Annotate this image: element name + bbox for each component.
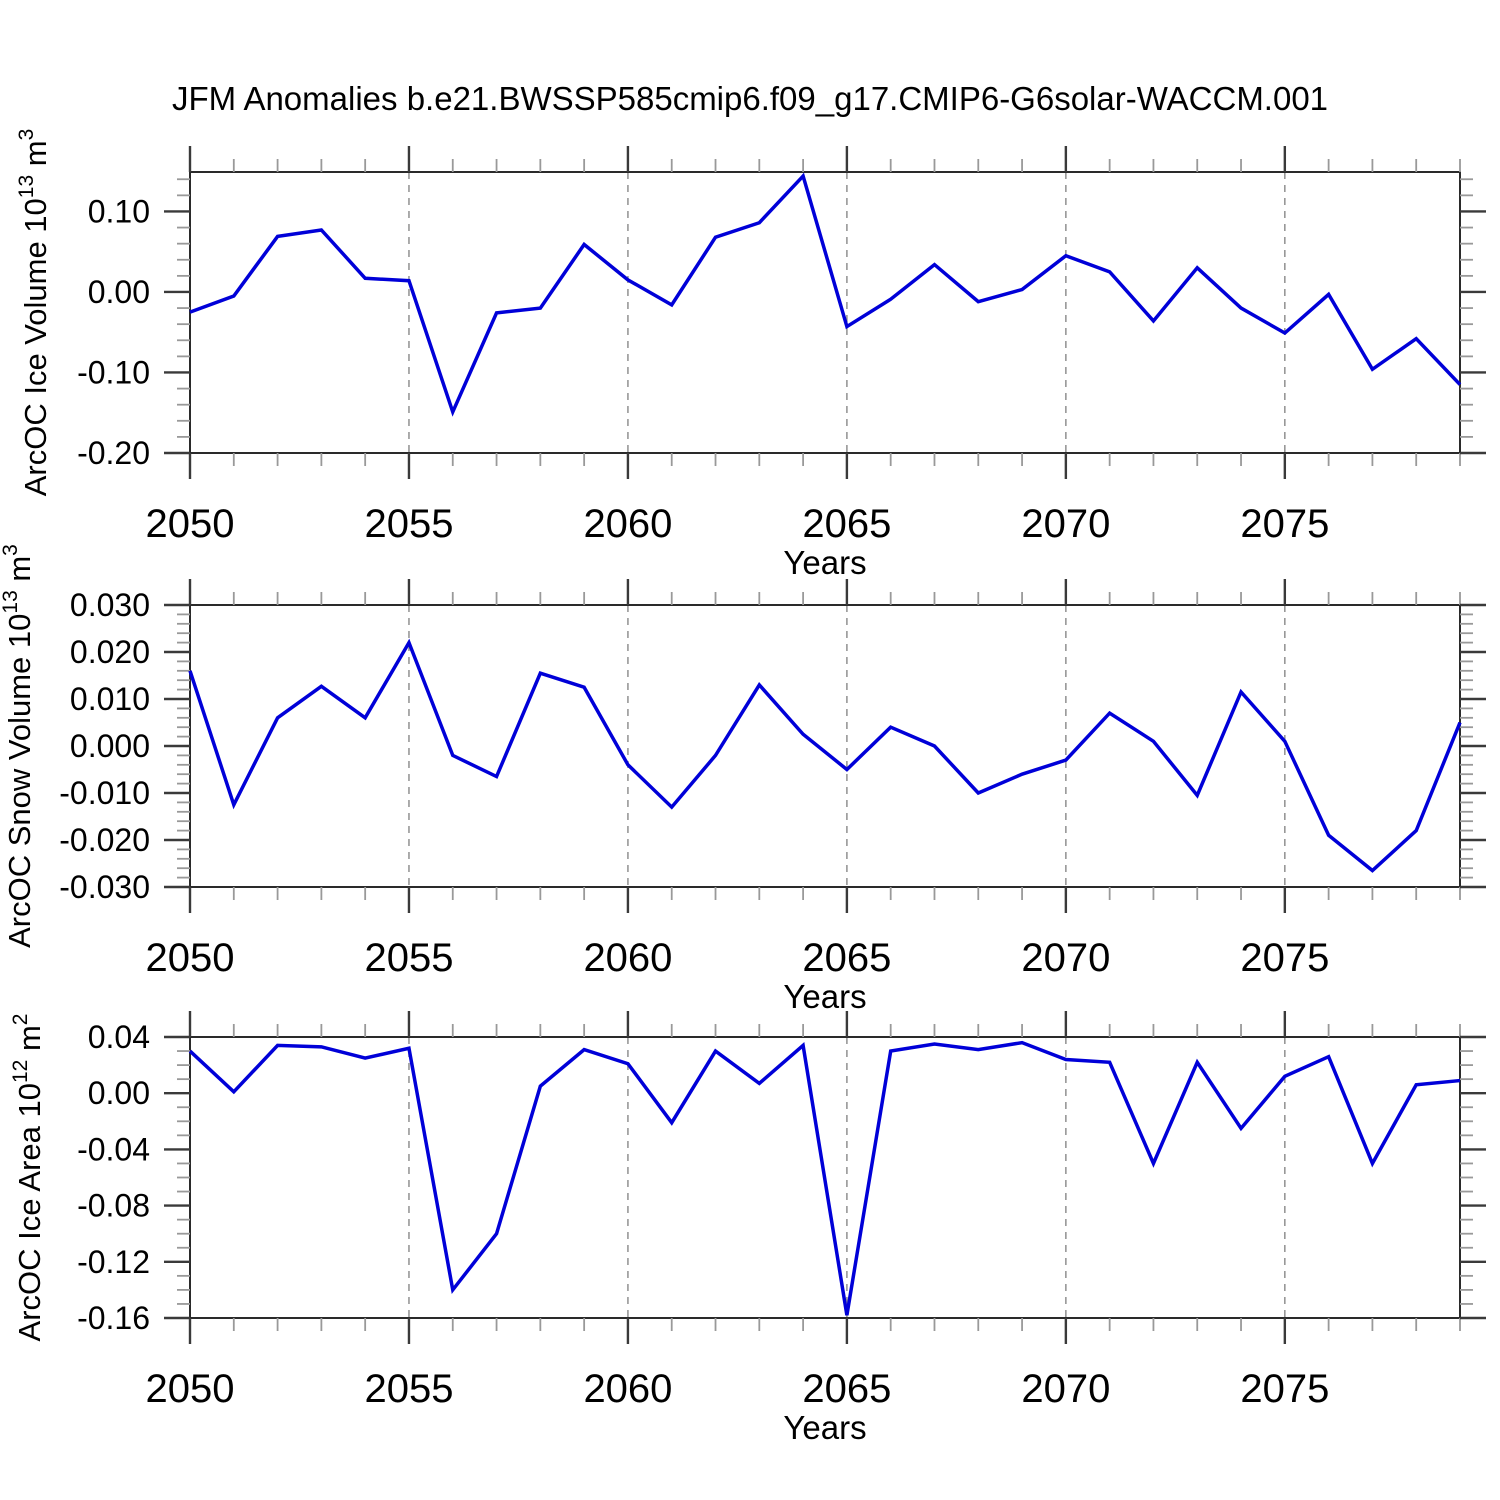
y-tick-label: 0.010 bbox=[70, 681, 150, 717]
x-tick-label: 2060 bbox=[583, 502, 672, 546]
y-tick-label: -0.08 bbox=[77, 1188, 150, 1224]
y-tick-label: 0.00 bbox=[88, 274, 150, 310]
y-tick-label: -0.030 bbox=[59, 869, 150, 905]
x-tick-label: 2060 bbox=[583, 936, 672, 980]
x-tick-label: 2060 bbox=[583, 1367, 672, 1411]
x-tick-label: 2050 bbox=[146, 502, 235, 546]
y-tick-label: -0.04 bbox=[77, 1131, 150, 1167]
x-tick-label: 2055 bbox=[364, 502, 453, 546]
y-tick-label: 0.04 bbox=[88, 1019, 150, 1055]
data-series-line bbox=[188, 1040, 1461, 1316]
y-tick-label: 0.020 bbox=[70, 634, 150, 670]
x-tick-label: 2075 bbox=[1240, 502, 1329, 546]
x-tick-label: 2055 bbox=[364, 936, 453, 980]
x-tick-label: 2055 bbox=[364, 1367, 453, 1411]
x-axis-title: Years bbox=[783, 1409, 866, 1446]
x-tick-label: 2075 bbox=[1240, 1367, 1329, 1411]
x-axis-title: Years bbox=[783, 978, 866, 1015]
y-tick-label: 0.030 bbox=[70, 587, 150, 623]
y-tick-label: -0.010 bbox=[59, 775, 150, 811]
x-tick-label: 2070 bbox=[1021, 1367, 1110, 1411]
y-tick-label: -0.12 bbox=[77, 1244, 150, 1280]
x-tick-label: 2050 bbox=[146, 1367, 235, 1411]
panel-ice-volume: 0.10 0.00 -0.10 -0.20 2050 2055 2060 2065 2070 20… bbox=[15, 129, 1486, 581]
y-axis-title: ArcOC Ice Area 1012 m2 bbox=[9, 1014, 47, 1342]
x-tick-label: 2070 bbox=[1021, 936, 1110, 980]
y-tick-label: 0.000 bbox=[70, 728, 150, 764]
y-tick-label: 0.10 bbox=[88, 193, 150, 229]
x-tick-label: 2065 bbox=[802, 936, 891, 980]
x-tick-label: 2065 bbox=[802, 1367, 891, 1411]
y-axis-title: ArcOC Ice Volume 1013 m3 bbox=[15, 129, 53, 497]
panel-snow-volume: 0.030 0.020 0.010 0.000 -0.010 -0.020 -0.030 20… bbox=[0, 544, 1486, 1015]
x-axis-title: Years bbox=[783, 544, 866, 581]
plot-frame bbox=[189, 604, 1461, 888]
x-tick-label: 2075 bbox=[1240, 936, 1329, 980]
panel-ice-area: 0.04 0.00 -0.04 -0.08 -0.12 -0.16 2050 2055 2060… bbox=[9, 1011, 1486, 1446]
y-tick-label: -0.20 bbox=[77, 435, 150, 471]
data-series-line bbox=[189, 172, 1462, 417]
data-series-line bbox=[188, 638, 1462, 873]
y-axis-title: ArcOC Snow Volume 1013 m3 bbox=[0, 544, 37, 948]
y-tick-label: -0.16 bbox=[77, 1300, 150, 1336]
y-tick-label: 0.00 bbox=[88, 1075, 150, 1111]
x-tick-label: 2065 bbox=[802, 502, 891, 546]
x-tick-label: 2050 bbox=[146, 936, 235, 980]
plot-frame bbox=[189, 171, 1461, 454]
figure-title: JFM Anomalies b.e21.BWSSP585cmip6.f09_g1… bbox=[171, 80, 1329, 117]
y-tick-label: -0.020 bbox=[59, 822, 150, 858]
x-tick-label: 2070 bbox=[1021, 502, 1110, 546]
y-tick-label: -0.10 bbox=[77, 354, 150, 390]
